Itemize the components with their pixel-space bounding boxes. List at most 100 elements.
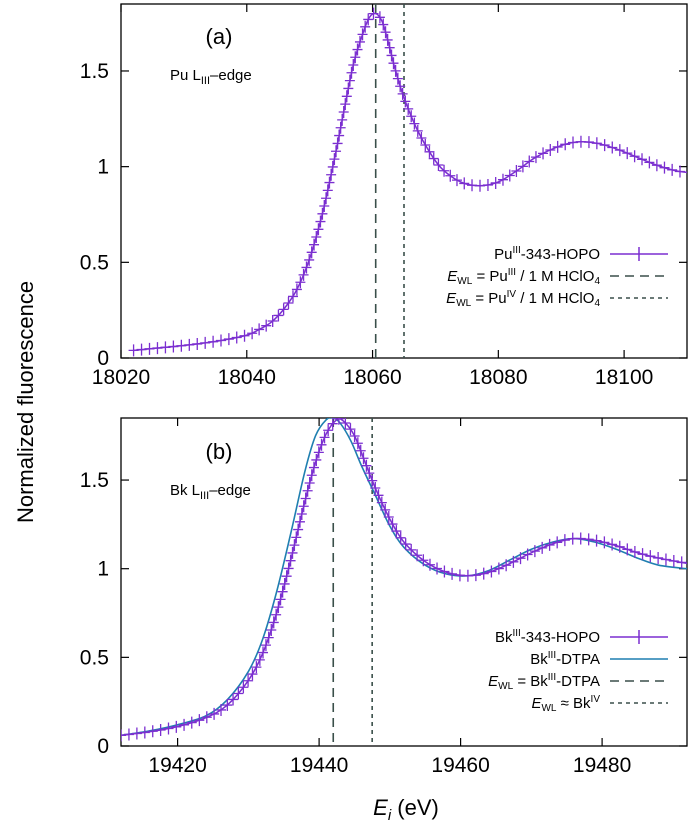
data-point-marker — [321, 192, 332, 205]
data-point-marker — [350, 51, 361, 64]
data-point-marker — [459, 177, 470, 190]
legend-label-sub: WL — [541, 703, 556, 714]
data-point-marker — [451, 174, 462, 187]
data-point-marker — [313, 446, 324, 459]
data-point-marker — [123, 728, 134, 741]
data-point-marker — [131, 727, 142, 740]
data-point-marker — [397, 87, 408, 100]
y-tick-label: 1 — [97, 558, 109, 581]
data-point-marker — [395, 80, 406, 93]
data-point-marker — [287, 546, 298, 559]
data-point-marker — [349, 429, 360, 442]
data-point-marker — [360, 20, 371, 33]
legend-label-sup: III — [512, 628, 520, 639]
legend-label-suffix: / 1 M HClO — [516, 268, 594, 285]
data-point-marker — [370, 481, 381, 494]
data-point-marker — [537, 541, 548, 554]
data-point-marker — [311, 453, 322, 466]
data-point-marker — [254, 653, 265, 666]
data-point-marker — [251, 661, 262, 674]
edge-label-element: Pu L — [170, 67, 201, 84]
data-point-marker — [478, 567, 489, 580]
x-tick-label: 19420 — [148, 754, 206, 777]
data-point-marker — [629, 150, 640, 163]
legend-label-var: E — [447, 268, 458, 285]
data-point-marker — [424, 558, 435, 571]
data-point-marker — [291, 531, 302, 544]
data-point-marker — [279, 577, 290, 590]
legend-label-prefix: = Pu — [472, 268, 507, 285]
data-point-marker — [614, 144, 625, 157]
data-point-marker — [629, 545, 640, 558]
data-point-marker — [358, 452, 369, 465]
data-point-marker — [184, 338, 195, 351]
data-point-marker — [544, 538, 555, 551]
legend-label-prefix: ≈ Bk — [556, 695, 591, 712]
data-point-marker — [308, 461, 319, 474]
data-point-marker — [337, 113, 348, 126]
y-tick-label: 1.5 — [80, 60, 109, 83]
data-point-marker — [194, 714, 205, 727]
data-point-marker — [311, 231, 322, 243]
x-axis-label-sub: i — [388, 807, 392, 824]
data-point-marker — [386, 49, 397, 62]
data-point-marker — [338, 106, 349, 119]
legend-label-sub2: 4 — [594, 276, 600, 287]
x-tick-label: 19440 — [290, 754, 348, 777]
data-point-marker — [319, 200, 330, 213]
data-point-marker — [271, 608, 282, 621]
data-point-marker — [239, 329, 250, 342]
data-point-marker — [168, 340, 179, 353]
legend-label: BkIII-DTPA — [530, 650, 600, 668]
data-point-marker — [361, 459, 372, 472]
data-point-marker — [676, 556, 687, 569]
data-point-marker — [326, 168, 337, 181]
data-point-marker — [301, 261, 312, 274]
legend-label-sup: III — [548, 672, 556, 683]
data-point-marker — [346, 66, 357, 79]
data-point-marker — [674, 165, 685, 178]
data-point-marker — [424, 145, 435, 158]
data-point-marker — [340, 98, 351, 111]
data-point-marker — [552, 140, 563, 153]
data-point-marker — [524, 155, 535, 168]
data-point-marker — [209, 707, 220, 720]
data-point-marker — [200, 336, 211, 349]
y-tick-label: 1 — [97, 156, 109, 179]
data-point-marker — [139, 726, 150, 739]
legend-label-var: E — [446, 290, 457, 307]
data-point-marker — [583, 136, 594, 149]
data-point-marker — [283, 562, 294, 575]
data-point-marker — [392, 72, 403, 85]
data-point-marker — [644, 156, 655, 169]
data-point-marker — [263, 631, 274, 644]
data-point-marker — [186, 716, 197, 729]
data-point-marker — [530, 151, 541, 164]
data-point-marker — [324, 176, 335, 189]
data-point-marker — [332, 137, 343, 150]
data-point-marker — [231, 331, 242, 344]
data-point-marker — [387, 518, 398, 531]
data-point-marker — [390, 64, 401, 77]
data-point-marker — [522, 548, 533, 561]
data-point-marker — [380, 26, 391, 39]
data-point-marker — [345, 423, 356, 436]
data-point-marker — [637, 548, 648, 561]
data-point-marker — [278, 303, 289, 316]
data-point-marker — [243, 674, 254, 687]
data-point-marker — [378, 18, 389, 31]
series-line-hopo — [133, 12, 687, 352]
y-tick-label: 0 — [97, 347, 109, 370]
data-point-marker — [668, 554, 679, 567]
data-point-marker — [304, 476, 315, 489]
legend-label-suffix: -DTPA — [556, 651, 600, 668]
data-point-marker — [283, 297, 294, 310]
data-point-marker — [373, 489, 384, 502]
data-point-marker — [412, 124, 423, 137]
y-axis-label: Normalized fluorescence — [13, 281, 38, 523]
legend-label-suffix: / 1 M HClO — [516, 290, 594, 307]
edge-label-suffix: –edge — [210, 67, 252, 84]
data-point-marker — [475, 179, 486, 192]
data-point-marker — [354, 35, 365, 48]
